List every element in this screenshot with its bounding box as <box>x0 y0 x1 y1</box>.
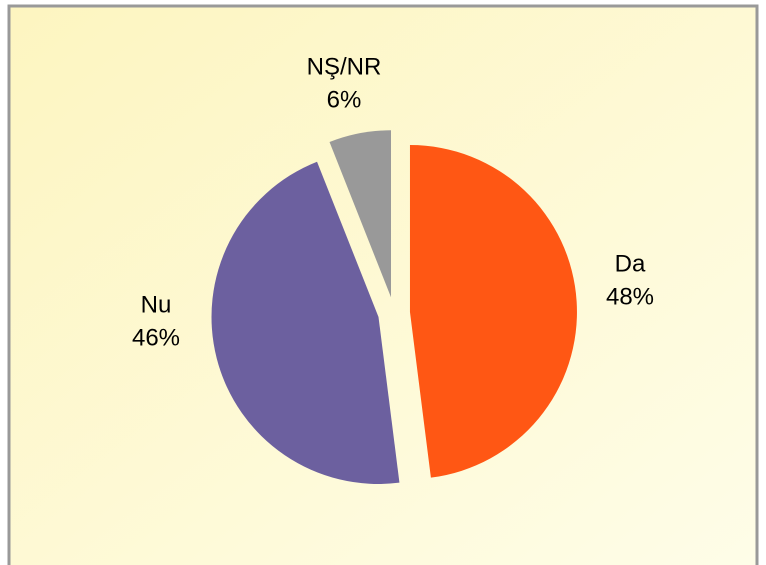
pie-slice <box>409 144 577 478</box>
slice-value-label: 46% <box>132 324 180 351</box>
slice-value-label: 48% <box>606 283 654 310</box>
slice-label: Nu <box>141 291 172 318</box>
pie: Da 48% Nu 46% NŞ/NR 6% <box>132 53 654 484</box>
slice-value-label: 6% <box>327 86 362 113</box>
pie-slice <box>211 161 400 484</box>
slice-label: Da <box>615 250 646 277</box>
pie-slice <box>329 130 392 298</box>
chart-border <box>7 4 759 565</box>
slice-label: NŞ/NR <box>307 53 382 80</box>
